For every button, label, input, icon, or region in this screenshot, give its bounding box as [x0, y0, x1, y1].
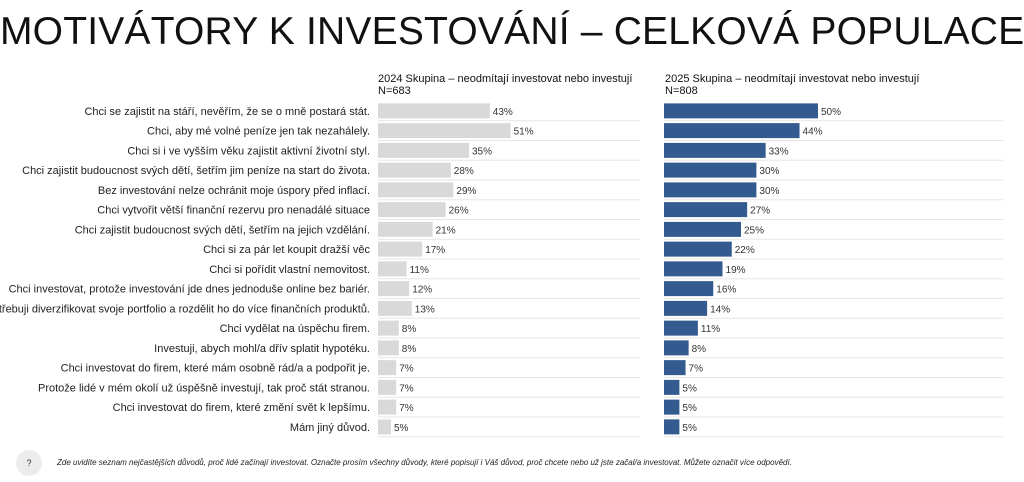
bar-2025 — [664, 300, 708, 316]
data-label: 28% — [454, 166, 474, 177]
category-label: Mám jiný důvod. — [290, 422, 370, 434]
data-label: 11% — [410, 265, 429, 276]
category-label: Chci si pořídit vlastní nemovitost. — [209, 264, 370, 276]
category-label: Chci investovat, protože investování jde… — [9, 284, 370, 296]
data-label: 19% — [726, 265, 746, 276]
bar-2024 — [378, 419, 391, 435]
bar-2025 — [664, 123, 800, 139]
data-label: 7% — [399, 403, 414, 414]
bar-2024 — [378, 261, 407, 277]
bar-2025 — [664, 360, 686, 376]
series-2025-header: 2025 Skupina – neodmítají investovat neb… — [665, 73, 919, 97]
bar-2024 — [378, 360, 397, 376]
data-label: 7% — [689, 364, 704, 375]
data-label: 33% — [769, 146, 789, 157]
bar-2025 — [664, 419, 680, 435]
bar-2024 — [378, 320, 399, 336]
data-label: 50% — [821, 107, 841, 118]
bar-2024 — [378, 103, 490, 119]
bar-2024 — [378, 142, 469, 158]
bar-2025 — [664, 182, 757, 198]
data-label: 5% — [682, 423, 697, 434]
data-label: 27% — [750, 206, 770, 217]
bar-2024 — [378, 182, 454, 198]
data-label: 35% — [472, 146, 492, 157]
data-label: 29% — [456, 186, 476, 197]
bar-2024 — [378, 123, 511, 139]
category-label: Chci investovat do firem, které mám osob… — [61, 363, 370, 375]
bar-2024 — [378, 202, 446, 218]
bar-2025 — [664, 340, 689, 356]
bar-2024 — [378, 221, 433, 237]
data-label: 22% — [735, 245, 755, 256]
series-2024-name: 2024 Skupina – neodmítají investovat neb… — [378, 73, 633, 85]
page-title: MOTIVÁTORY K INVESTOVÁNÍ – CELKOVÁ POPUL… — [0, 10, 1024, 53]
bar-2024 — [378, 300, 412, 316]
data-label: 25% — [744, 225, 764, 236]
bar-2025 — [664, 162, 757, 178]
bar-2024 — [378, 162, 451, 178]
bar-2025 — [664, 221, 741, 237]
bar-2024 — [378, 340, 399, 356]
category-label: Chci vydělat na úspěchu firem. — [220, 323, 370, 335]
category-label: Chci zajistit budoucnost svých dětí, šet… — [22, 165, 370, 177]
data-label: 30% — [759, 166, 779, 177]
bar-2025 — [664, 399, 680, 415]
data-label: 44% — [803, 127, 823, 138]
category-label: Chci vytvořit větší finanční rezervu pro… — [97, 205, 370, 217]
category-label: Chci si i ve vyšším věku zajistit aktivn… — [127, 145, 370, 157]
bar-2025 — [664, 281, 714, 297]
series-2024-n: N=683 — [378, 85, 411, 97]
data-label: 8% — [402, 344, 417, 355]
data-label: 51% — [514, 127, 534, 138]
bar-2024 — [378, 241, 423, 257]
data-label: 8% — [692, 344, 707, 355]
category-label: Chci se zajistit na stáří, nevěřím, že s… — [84, 106, 370, 118]
data-label: 7% — [399, 383, 414, 394]
bar-2025 — [664, 320, 698, 336]
data-label: 12% — [412, 285, 432, 296]
bar-2024 — [378, 399, 397, 415]
data-label: 5% — [394, 423, 409, 434]
category-label: Protože lidé v mém okolí už úspěšně inve… — [38, 382, 370, 394]
data-label: 43% — [493, 107, 513, 118]
category-label: Chci, aby mé volné peníze jen tak nezahá… — [147, 126, 370, 138]
series-2025-name: 2025 Skupina – neodmítají investovat neb… — [665, 73, 920, 85]
category-label: Bez investování nelze ochránit moje úspo… — [98, 185, 370, 197]
bar-2025 — [664, 103, 818, 119]
data-label: 21% — [436, 225, 456, 236]
category-label: Chci investovat do firem, které změní sv… — [113, 402, 370, 414]
data-label: 17% — [425, 245, 445, 256]
series-2025-n: N=808 — [665, 85, 698, 97]
data-label: 30% — [759, 186, 779, 197]
bar-2024 — [378, 281, 410, 297]
category-label: Chci zajistit budoucnost svých dětí, šet… — [75, 224, 370, 236]
help-button[interactable]: ? — [16, 450, 42, 476]
category-label: Chci si za pár let koupit dražší věc — [203, 244, 370, 256]
data-label: 8% — [402, 324, 417, 335]
bar-2025 — [664, 379, 680, 395]
data-label: 16% — [716, 285, 736, 296]
bar-2024 — [378, 379, 397, 395]
data-label: 11% — [701, 324, 720, 335]
data-label: 26% — [449, 206, 469, 217]
data-label: 7% — [399, 364, 414, 375]
data-label: 14% — [710, 304, 730, 315]
series-2024-header: 2024 Skupina – neodmítají investovat neb… — [378, 73, 632, 97]
data-label: 5% — [682, 403, 697, 414]
bar-2025 — [664, 241, 732, 257]
bar-2025 — [664, 202, 748, 218]
bar-2025 — [664, 261, 723, 277]
question-footnote: Zde uvidíte seznam nejčastějších důvodů,… — [57, 458, 792, 467]
category-label: Potřebuji diverzifikovat svoje portfolio… — [0, 303, 370, 315]
data-label: 5% — [682, 383, 697, 394]
category-label: Investuji, abych mohl/a dřív splatit hyp… — [154, 343, 370, 355]
data-label: 13% — [415, 304, 435, 315]
bar-2025 — [664, 142, 766, 158]
